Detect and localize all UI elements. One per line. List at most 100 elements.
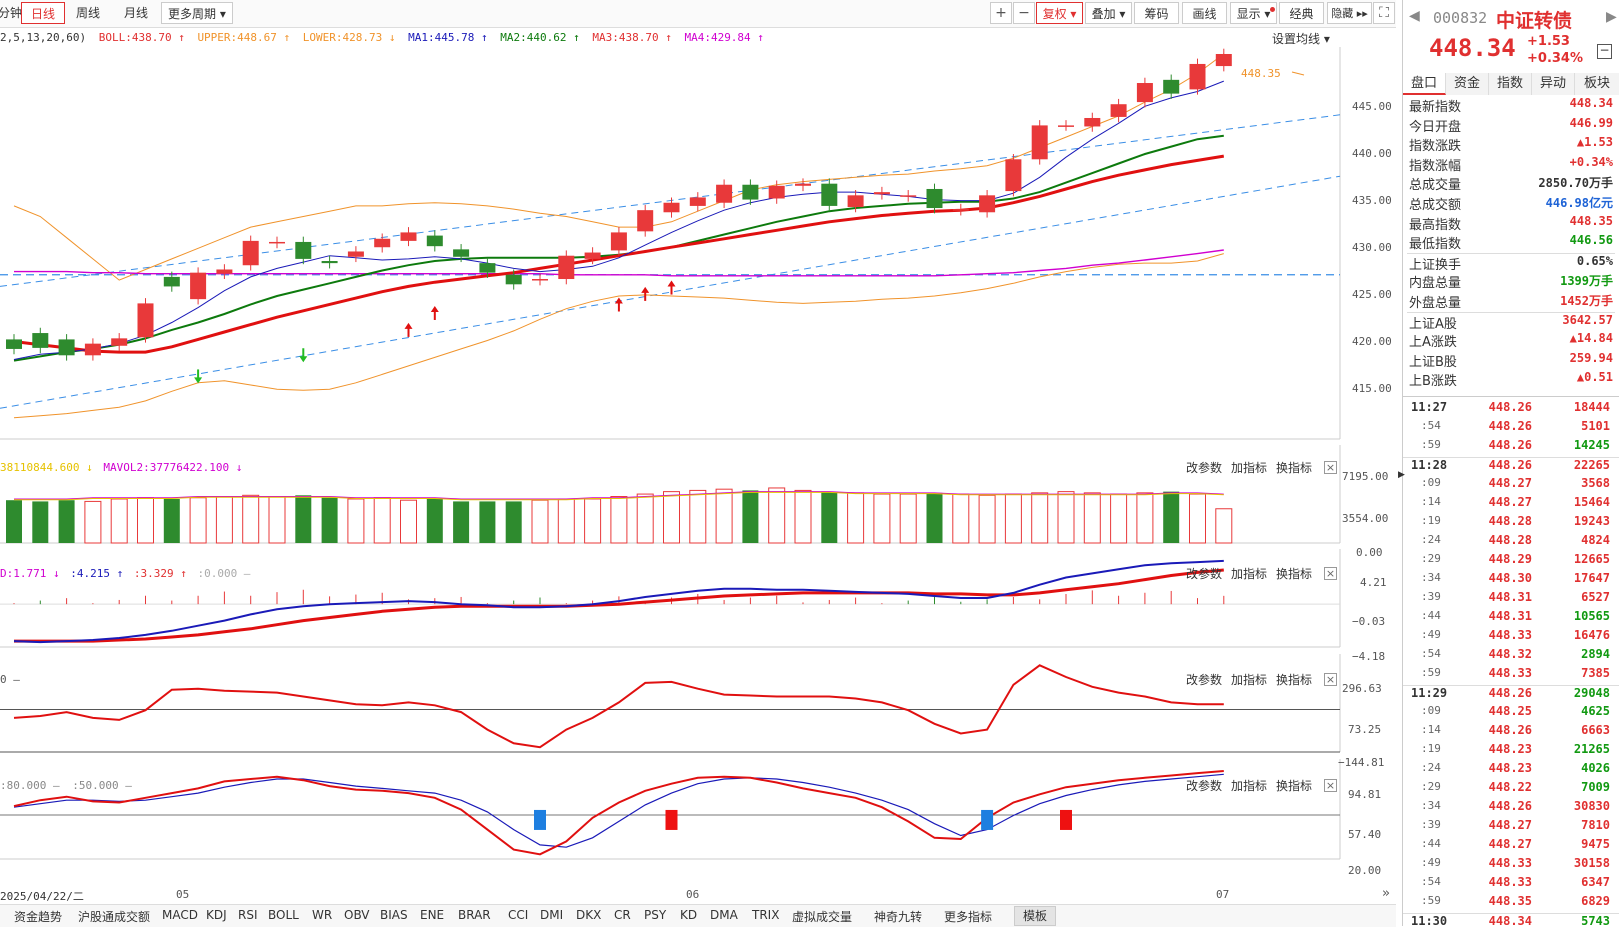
- stat-label: 上证B股: [1409, 354, 1457, 370]
- candle: [1110, 104, 1127, 117]
- x-tick: 05: [176, 888, 190, 901]
- indicator-tab[interactable]: 更多指标: [944, 910, 993, 924]
- indicator-tab[interactable]: ENE: [420, 908, 445, 922]
- tick-row: :09 448.27 3568: [1403, 476, 1619, 495]
- add-indicator-button[interactable]: 加指标: [1231, 461, 1268, 475]
- tick-price: 448.26: [1488, 799, 1532, 813]
- indicator-tab[interactable]: 资金趋势: [14, 910, 63, 924]
- zoom-out-button[interactable]: −: [1013, 2, 1035, 24]
- indicator-tab[interactable]: 模板: [1014, 906, 1057, 926]
- scroll-right-icon[interactable]: »: [1382, 886, 1390, 901]
- indicator-tab[interactable]: PSY: [644, 908, 667, 922]
- edit-params-button[interactable]: 改参数: [1186, 779, 1223, 793]
- adjust-price-button[interactable]: 复权 ▾: [1036, 2, 1083, 24]
- display-button[interactable]: 显示 ▾: [1230, 2, 1277, 24]
- tick-price: 448.26: [1488, 419, 1532, 433]
- indicator-tab[interactable]: KDJ: [206, 908, 227, 922]
- tab-monthly[interactable]: 月线: [124, 6, 149, 20]
- volume-bar: [768, 487, 786, 544]
- channel-lower: [0, 175, 1341, 409]
- tab-minute[interactable]: 分钟: [0, 6, 23, 20]
- close-icon[interactable]: ×: [1324, 779, 1337, 792]
- indicator-tab[interactable]: TRIX: [752, 908, 780, 922]
- mavol1-value: 38110844.600 ↓: [0, 461, 93, 474]
- indicator-tab[interactable]: BOLL: [268, 908, 299, 922]
- tab-order-book[interactable]: 盘口: [1403, 73, 1446, 95]
- indicator-tab[interactable]: DMI: [540, 908, 564, 922]
- panel-toggle-icon[interactable]: ▶: [1398, 470, 1405, 480]
- indicator-tab[interactable]: OBV: [344, 908, 370, 922]
- tab-sector[interactable]: 板块: [1575, 73, 1619, 95]
- volume-bar: [610, 496, 628, 544]
- forward-arrow-icon[interactable]: ▶: [1606, 9, 1617, 25]
- stat-value: 259.94: [1569, 350, 1613, 365]
- add-indicator-button[interactable]: 加指标: [1231, 673, 1268, 687]
- volume-bar: [1163, 491, 1180, 543]
- tab-more-periods[interactable]: 更多周期 ▾: [161, 2, 233, 24]
- close-icon[interactable]: ×: [1324, 673, 1337, 686]
- volume-bar: [215, 496, 233, 544]
- y-tick: 420.00: [1352, 335, 1392, 348]
- indicator-tab[interactable]: RSI: [238, 908, 258, 922]
- switch-indicator-button[interactable]: 换指标: [1276, 567, 1313, 581]
- indicator-tab[interactable]: KD: [680, 908, 698, 922]
- volume-bar: [84, 500, 102, 544]
- switch-indicator-button[interactable]: 换指标: [1276, 673, 1313, 687]
- fullscreen-icon[interactable]: ⛶: [1373, 2, 1395, 24]
- classic-button[interactable]: 经典: [1279, 2, 1324, 24]
- tick-volume: 6527: [1581, 590, 1610, 604]
- indicator-tab[interactable]: BRAR: [458, 908, 491, 922]
- collapse-icon[interactable]: −: [1597, 44, 1612, 59]
- tab-daily[interactable]: 日线: [21, 2, 65, 24]
- kline-chart[interactable]: [0, 27, 1396, 904]
- tick-price: 448.25: [1488, 704, 1532, 718]
- tab-funds[interactable]: 资金: [1446, 73, 1489, 95]
- edit-params-button[interactable]: 改参数: [1186, 673, 1223, 687]
- tick-time: :19: [1421, 514, 1441, 527]
- volume-bar: [32, 501, 49, 543]
- tick-volume: 21265: [1573, 742, 1610, 756]
- overlay-button[interactable]: 叠加 ▾: [1085, 2, 1132, 24]
- tab-anomaly[interactable]: 异动: [1532, 73, 1575, 95]
- add-indicator-button[interactable]: 加指标: [1231, 567, 1268, 581]
- candle: [190, 272, 207, 300]
- close-icon[interactable]: ×: [1324, 567, 1337, 580]
- switch-indicator-button[interactable]: 换指标: [1276, 461, 1313, 475]
- y-tick: 20.00: [1348, 864, 1382, 877]
- hide-button[interactable]: 隐藏 ▸▸: [1327, 2, 1372, 24]
- indicator-tab[interactable]: CR: [614, 908, 631, 922]
- indicator-tab[interactable]: 神奇九转: [874, 910, 923, 924]
- indicator-tab[interactable]: 虚拟成交量: [792, 910, 853, 924]
- tab-index[interactable]: 指数: [1489, 73, 1532, 95]
- volume-panel: [0, 445, 1341, 544]
- switch-indicator-button[interactable]: 换指标: [1276, 779, 1313, 793]
- close-icon[interactable]: ×: [1324, 461, 1337, 474]
- ma-settings-button[interactable]: 设置均线 ▾: [1272, 32, 1330, 46]
- draw-line-button[interactable]: 画线: [1182, 2, 1227, 24]
- stat-row: 上B涨跌 ▲0.51: [1407, 370, 1615, 389]
- edit-params-button[interactable]: 改参数: [1186, 567, 1223, 581]
- indicator-tab[interactable]: MACD: [162, 908, 198, 922]
- chips-button[interactable]: 筹码: [1134, 2, 1179, 24]
- tick-price: 448.26: [1488, 458, 1532, 472]
- zoom-in-button[interactable]: +: [990, 2, 1012, 24]
- kdj-signal-marker: [665, 809, 678, 830]
- chart-toolbar: 分钟 日线 周线 月线 更多周期 ▾ + − 复权 ▾ 叠加 ▾ 筹码 画线 显…: [0, 0, 1396, 28]
- back-arrow-icon[interactable]: ◀: [1409, 8, 1420, 24]
- indicator-tab[interactable]: DMA: [710, 908, 738, 922]
- indicator-tab[interactable]: WR: [312, 908, 333, 922]
- indicator-tab[interactable]: 沪股通成交额: [78, 910, 151, 924]
- tick-volume: 17647: [1573, 571, 1610, 585]
- tick-time: :54: [1421, 647, 1441, 660]
- add-indicator-button[interactable]: 加指标: [1231, 779, 1268, 793]
- indicator-tab[interactable]: CCI: [508, 908, 529, 922]
- kdj-signal-marker: [534, 809, 546, 830]
- indicator-tab[interactable]: DKX: [576, 908, 602, 922]
- edit-params-button[interactable]: 改参数: [1186, 461, 1223, 475]
- channel-upper: [0, 114, 1341, 287]
- boll-legend: 2,5,13,20,60) BOLL:438.70 ↑ UPPER:448.67…: [0, 31, 764, 44]
- tab-weekly[interactable]: 周线: [76, 6, 101, 20]
- tick-row: :54 448.26 5101: [1403, 419, 1619, 438]
- tick-row: :14 448.26 6663: [1403, 723, 1619, 742]
- indicator-tab[interactable]: BIAS: [380, 908, 408, 922]
